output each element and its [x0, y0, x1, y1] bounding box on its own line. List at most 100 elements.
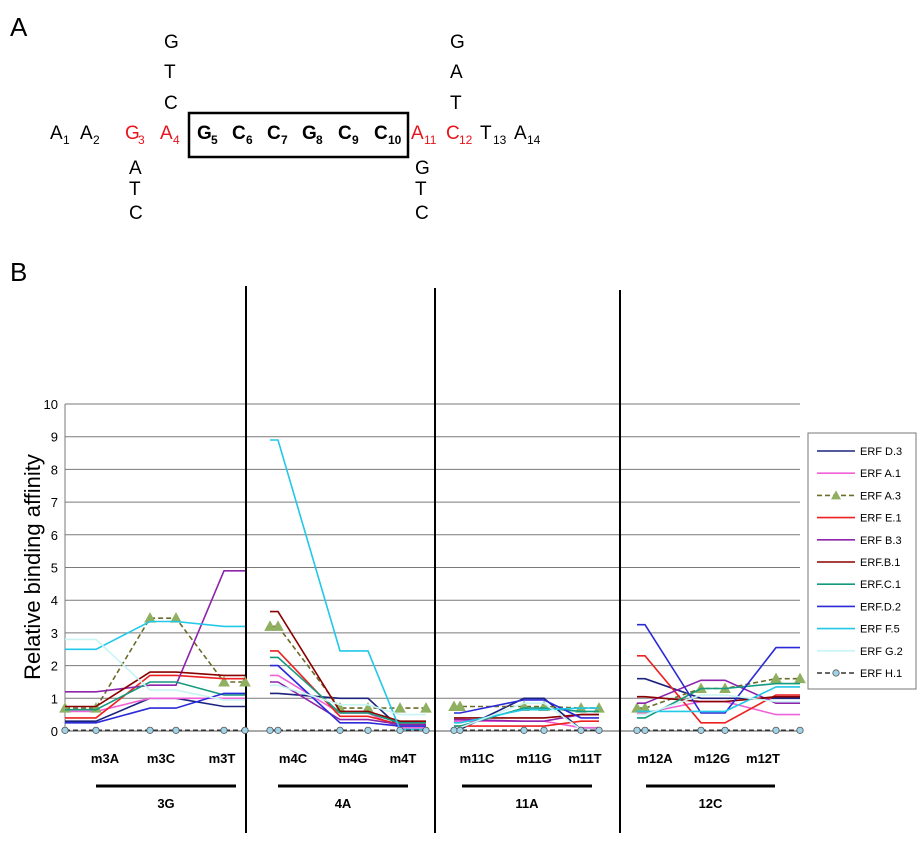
data-point-erf-h-1-g1-0: [61, 726, 69, 734]
panel-b-label: B: [10, 257, 27, 287]
data-point-erf-a-3-g2-5: [420, 702, 432, 713]
data-point-erf-h-1-g2-3: [364, 726, 372, 734]
variant-base-11-2: C: [415, 203, 429, 224]
variant-base-3-1: T: [129, 179, 141, 200]
data-point-erf-a-3-g2-1: [272, 620, 284, 631]
x-tick-label-m12T: m12T: [746, 751, 780, 766]
series-line-erf-d-3-g4: [637, 677, 800, 700]
sequence-base-index-11: 11: [424, 133, 437, 147]
y-tick-label-7: 7: [51, 495, 58, 510]
series-line-erf-c-1-g3: [454, 707, 599, 727]
series-line-erf-b-1-g4: [637, 695, 800, 703]
data-point-erf-a-3-g2-4: [394, 702, 406, 713]
data-point-erf-h-1-g2-0: [266, 726, 274, 734]
group-label-11A: 11A: [515, 796, 539, 811]
sequence-base-index-6: 6: [246, 133, 253, 147]
variant-base-4-1: T: [164, 62, 176, 83]
series-line-erf-f-5-g1: [65, 620, 245, 651]
data-point-erf-h-1-g1-5: [241, 726, 249, 734]
sequence-base-13: T: [480, 123, 492, 144]
data-point-erf-h-1-g4-4: [772, 726, 780, 734]
legend-marker-erf-h-1: [832, 669, 840, 677]
sequence-base-index-13: 13: [493, 133, 507, 147]
y-tick-label-1: 1: [51, 691, 58, 706]
sequence-base-7: C: [267, 123, 281, 144]
legend-label-erf-d-2: ERF.D.2: [860, 601, 901, 613]
x-tick-label-m12G: m12G: [694, 751, 730, 766]
x-tick-label-m11T: m11T: [568, 751, 601, 766]
group-label-12C: 12C: [699, 796, 723, 811]
sequence-base-11: A: [411, 123, 424, 144]
x-tick-label-m4G: m4G: [339, 751, 368, 766]
data-point-erf-h-1-g1-1: [92, 726, 100, 734]
variant-base-4-2: C: [164, 93, 178, 114]
series-line-erf-d-2-g3: [454, 699, 599, 719]
series-line-erf-d-2-g1: [65, 692, 245, 724]
data-point-erf-h-1-g4-5: [796, 726, 804, 734]
variant-base-12-0: G: [450, 32, 465, 53]
legend-label-erf-b-3: ERF B.3: [860, 535, 902, 547]
data-point-erf-h-1-g4-3: [721, 726, 729, 734]
x-tick-label-m4T: m4T: [390, 751, 417, 766]
x-tick-label-m3A: m3A: [91, 751, 120, 766]
data-point-erf-h-1-g4-0: [633, 726, 641, 734]
sequence-base-3: G: [125, 123, 140, 144]
sequence-base-5: G: [197, 123, 212, 144]
y-tick-label-6: 6: [51, 528, 58, 543]
sequence-base-index-5: 5: [211, 133, 218, 147]
legend-label-erf-c-1: ERF.C.1: [860, 579, 901, 591]
series-line-erf-d-2-g4: [637, 623, 800, 714]
sequence-base-14: A: [514, 123, 527, 144]
sequence-diagram: A 1 A 2 G3 A 4 G 5 C 6 C 7 G 8 C 9 C 10 A 11 C 12 T 13 A 14ATCGTCG…: [50, 32, 541, 224]
series-line-erf-b-1-g1: [65, 671, 245, 708]
series-line-erf-d-2-g2: [270, 664, 426, 727]
data-point-erf-h-1-g3-3: [540, 726, 548, 734]
sequence-base-12: C: [446, 123, 460, 144]
data-point-erf-h-1-g4-1: [641, 726, 649, 734]
x-tick-label-m3C: m3C: [147, 751, 176, 766]
data-point-erf-a-3-g1-5: [239, 675, 251, 687]
legend-label-erf-h-1: ERF H.1: [860, 668, 902, 680]
data-point-erf-a-3-g4-4: [770, 672, 782, 684]
series-line-erf-f-5-g2: [270, 439, 426, 731]
y-tick-label-8: 8: [51, 462, 58, 477]
sequence-base-2: A: [80, 123, 93, 144]
series-line-erf-f-5-g4: [637, 686, 800, 713]
data-point-erf-a-3-g2-0: [264, 620, 276, 631]
x-tick-label-m3T: m3T: [209, 751, 236, 766]
y-tick-label-2: 2: [51, 659, 58, 674]
variant-base-12-1: A: [450, 62, 463, 83]
variant-base-11-1: T: [415, 179, 427, 200]
core-motif-box: [187, 111, 410, 159]
group-label-4A: 4A: [335, 796, 352, 811]
sequence-base-index-8: 8: [316, 133, 323, 147]
sequence-base-index-3: 3: [138, 133, 145, 147]
sequence-base-8: G: [302, 123, 317, 144]
series-line-erf-a-3-g1: [65, 617, 245, 709]
data-point-erf-h-1-g3-5: [595, 726, 603, 734]
sequence-base-index-14: 14: [527, 133, 541, 147]
data-point-erf-a-3-g3-1: [454, 700, 466, 711]
data-point-erf-h-1-g1-2: [146, 726, 154, 734]
series-line-erf-c-1-g2: [270, 656, 426, 724]
series-line-erf-b-1-g3: [454, 713, 599, 719]
x-tick-label-m4C: m4C: [279, 751, 308, 766]
data-point-erf-h-1-g4-2: [697, 726, 705, 734]
sequence-base-10: C: [374, 123, 388, 144]
x-tick-label-m11C: m11C: [460, 751, 495, 766]
series-line-erf-g-2-g4: [637, 694, 800, 716]
data-point-erf-h-1-g1-3: [172, 726, 180, 734]
sequence-base-1: A: [50, 123, 63, 144]
legend: ERF D.3 ERF A.1 ERF A.3 ERF E.1 ERF B.3 ERF.B…: [807, 432, 917, 690]
sequence-base-index-1: 1: [63, 133, 70, 147]
sequence-base-index-2: 2: [93, 133, 100, 147]
variant-base-11-0: G: [415, 158, 430, 179]
legend-label-erf-g-2: ERF G.2: [860, 646, 903, 658]
legend-label-erf-d-3: ERF D.3: [860, 446, 902, 458]
variant-base-12-2: T: [450, 93, 462, 114]
data-point-erf-a-3-g1-4: [218, 675, 230, 687]
y-tick-label-3: 3: [51, 626, 58, 641]
legend-label-erf-a-3: ERF A.3: [860, 490, 901, 502]
y-tick-label-9: 9: [51, 430, 58, 445]
